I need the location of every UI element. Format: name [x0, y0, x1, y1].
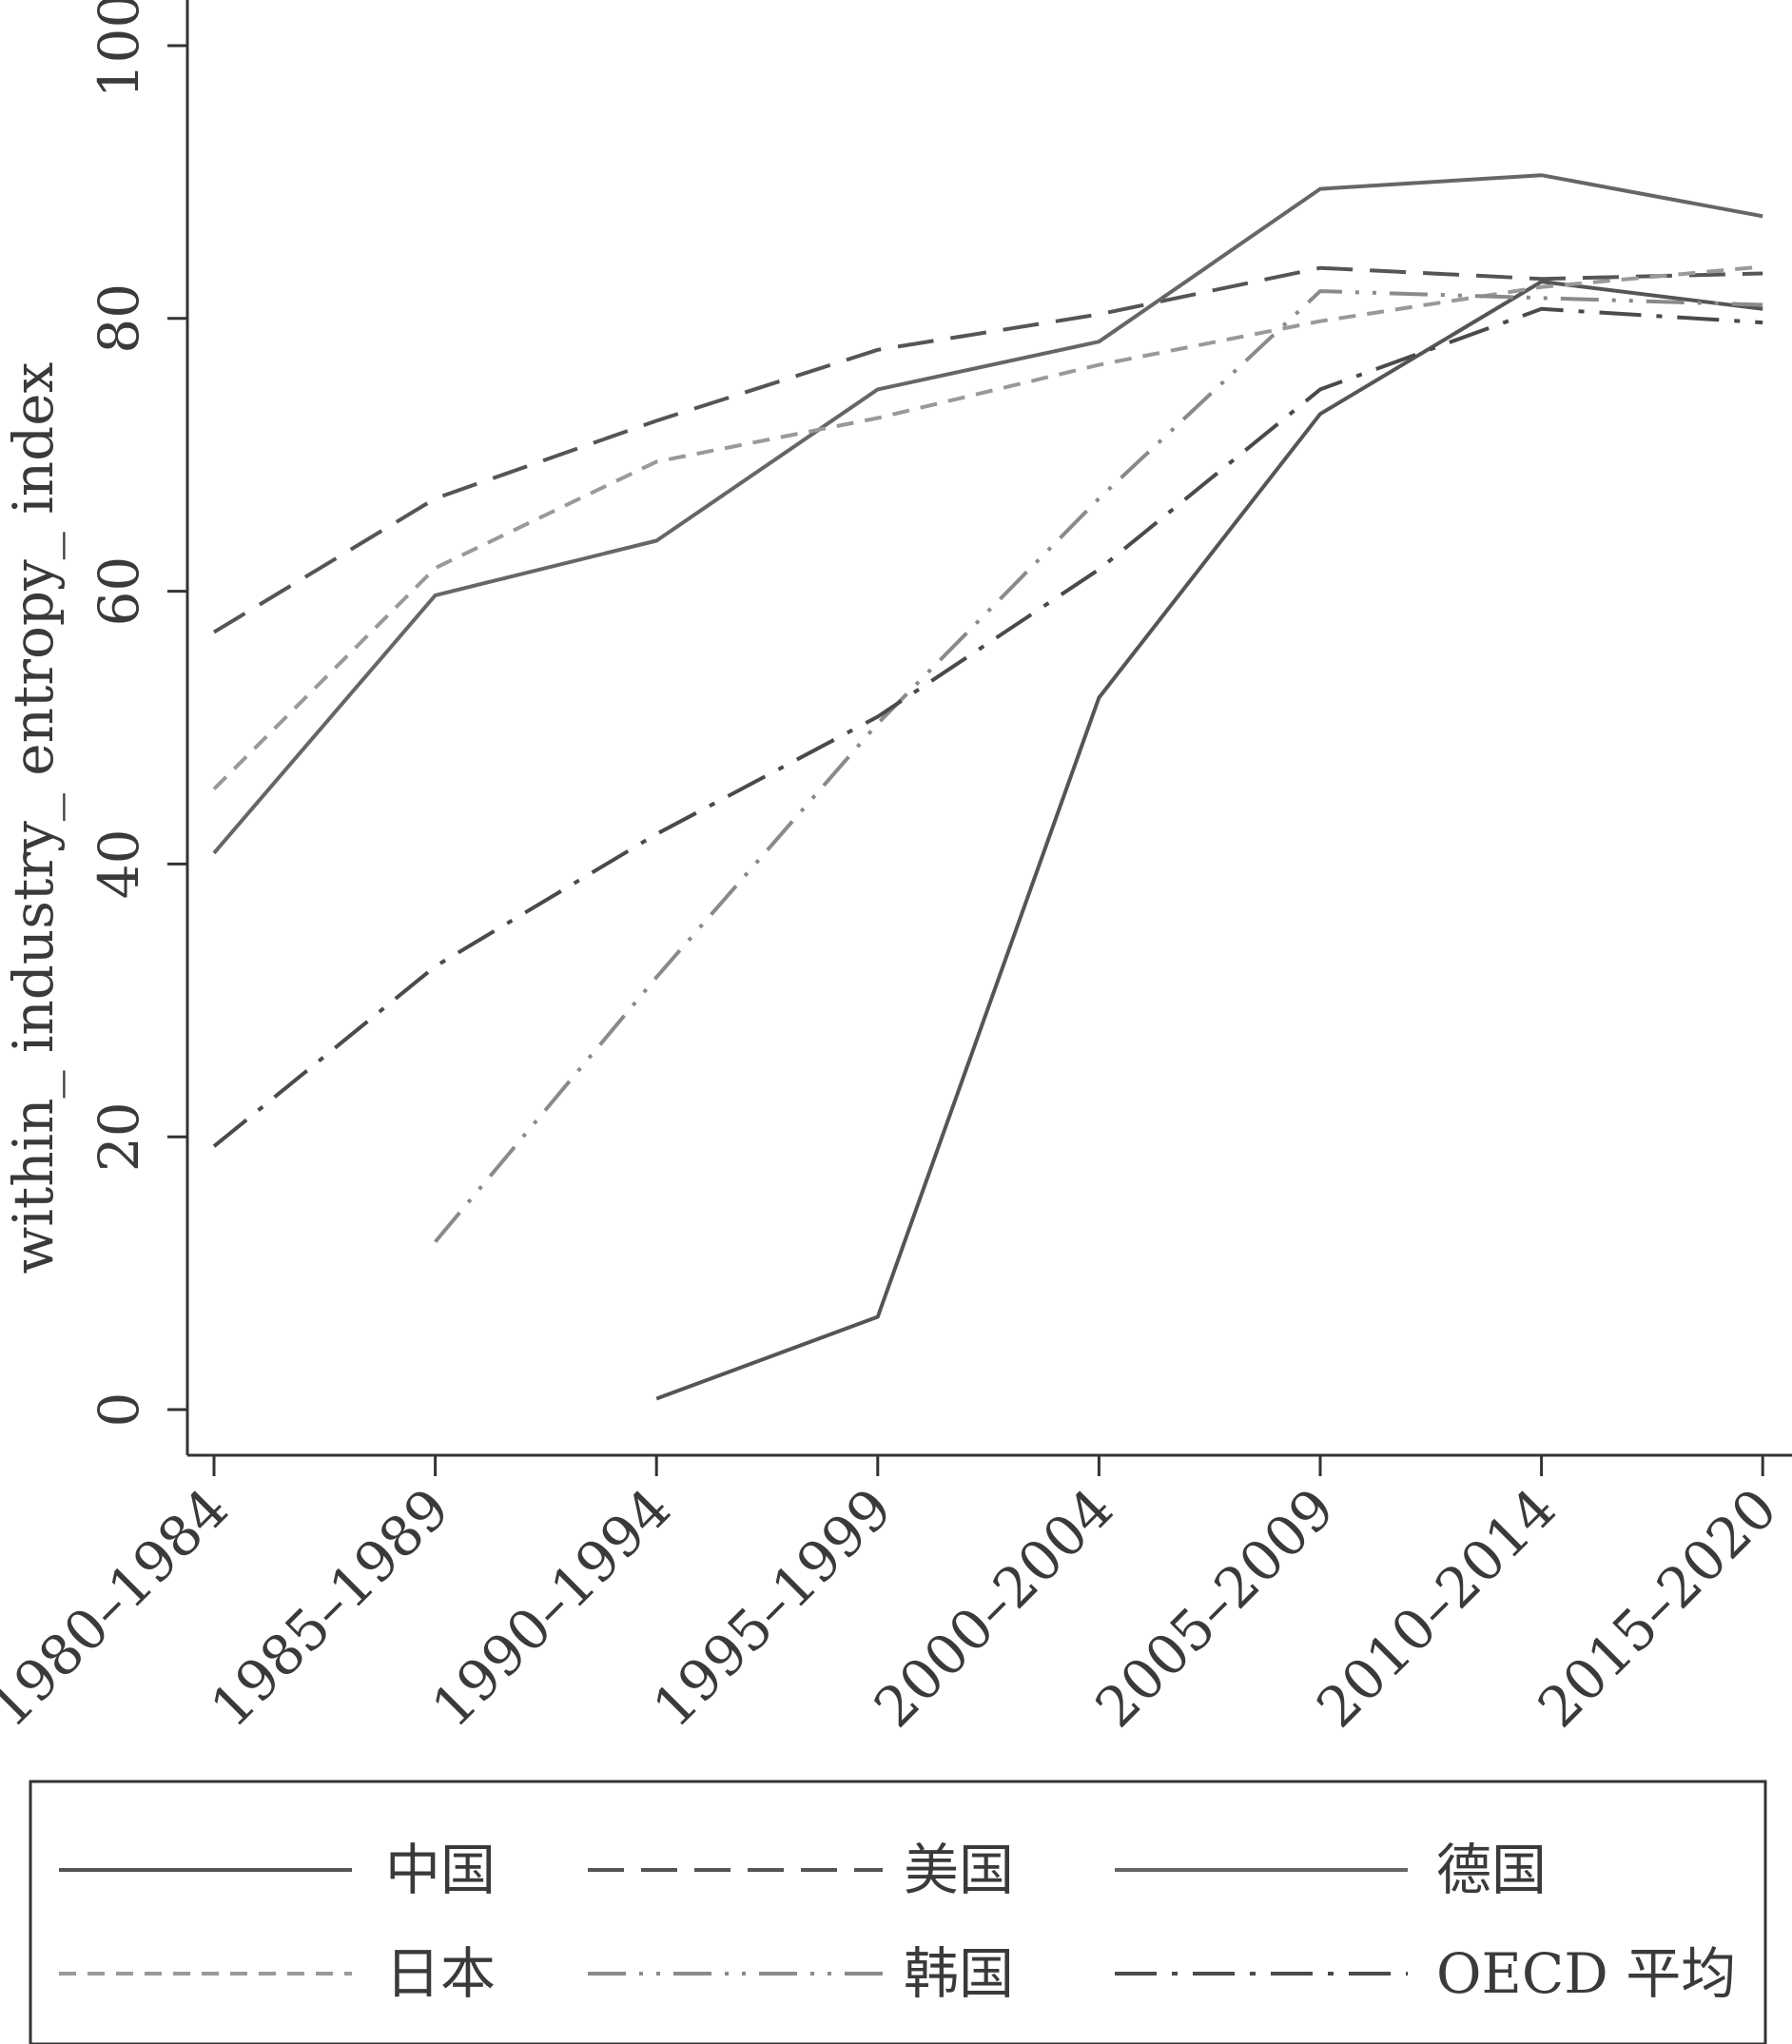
y-tick-label-80: 80 — [87, 283, 151, 354]
x-tick-label-1990-1994: 1990–1994 — [419, 1476, 683, 1740]
series-line-korea — [434, 289, 1763, 1243]
legend-label-china: 中国 — [385, 1838, 496, 1902]
y-tick-label-0: 0 — [87, 1392, 151, 1428]
series-line-china — [655, 280, 1763, 1401]
x-tick-label-2015-2020: 2015–2020 — [1526, 1476, 1789, 1740]
y-tick-label-20: 20 — [87, 1101, 151, 1172]
y-tick-label-40: 40 — [87, 828, 151, 899]
legend-box — [29, 1780, 1767, 2044]
x-tick-label-1985-1989: 1985–1989 — [198, 1476, 461, 1740]
series-line-oecd-average — [212, 306, 1763, 1148]
legend-label-usa: 美国 — [904, 1838, 1014, 1902]
series-line-usa — [212, 265, 1763, 634]
y-tick-label-60: 60 — [87, 556, 151, 627]
axes — [185, 0, 1792, 1457]
legend-label-germany: 德国 — [1436, 1838, 1547, 1902]
legend-label-korea: 韩国 — [904, 1941, 1014, 2006]
x-tick-label-2005-2009: 2005–2009 — [1083, 1476, 1347, 1740]
legend-label-oecd-average: OECD 平均 — [1436, 1941, 1736, 2006]
x-tick-label-2010-2014: 2010–2014 — [1304, 1476, 1568, 1740]
y-tick-label-100: 100 — [87, 0, 151, 98]
y-axis-title: within_ industry_ entropy_ index — [1, 362, 66, 1275]
legend-label-japan: 日本 — [385, 1941, 496, 2006]
x-ticks: 1980–19841985–19891990–19941995–19992000… — [0, 1455, 1789, 1740]
series-line-japan — [212, 264, 1763, 790]
x-tick-label-2000-2004: 2000–2004 — [862, 1476, 1125, 1740]
x-tick-label-1995-1999: 1995–1999 — [640, 1476, 904, 1740]
series-line-germany — [212, 173, 1763, 855]
y-ticks: 0 20 40 60 80 100 — [87, 0, 187, 1427]
series-lines — [212, 173, 1763, 1401]
